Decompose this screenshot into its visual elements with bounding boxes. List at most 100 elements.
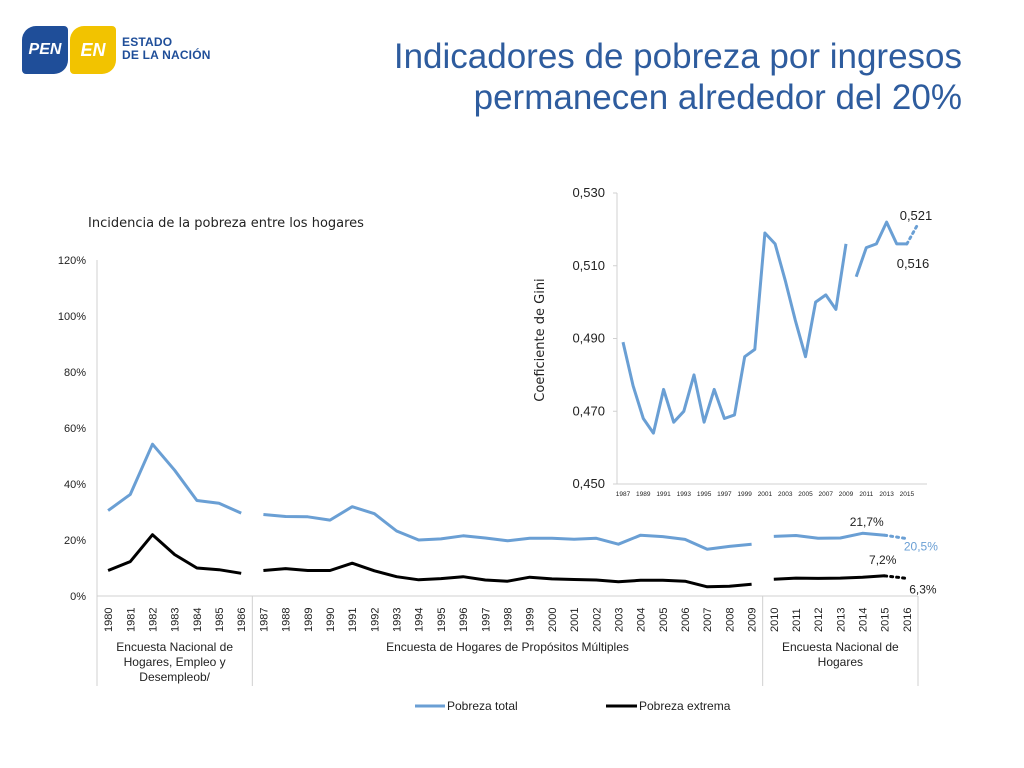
pobreza-extrema-line-segment [263,561,752,589]
pobreza-total-line-segment [107,442,242,515]
x-tick-label: 2000 [547,608,559,632]
gini-x-tick-label: 2003 [778,491,793,498]
slide-title: Indicadores de pobreza por ingresos perm… [312,36,962,118]
pobreza-extrema-2015-label: 7,2% [869,553,897,567]
gini-x-tick-label: 1987 [616,491,631,498]
gini-y-tick-label: 0,530 [572,185,605,200]
x-tick-label: 1988 [281,608,293,632]
x-tick-label: 1989 [303,608,315,632]
gini-x-tick-label: 1989 [636,491,651,498]
gini-x-tick-label: 2005 [798,491,813,498]
legend-pobreza-extrema-label: Pobreza extrema [639,699,731,713]
x-tick-label: 1985 [214,608,226,632]
y-tick-label: 100% [58,311,86,323]
gini-y-tick-label: 0,450 [572,476,605,491]
logo-line-2: DE LA NACIÓN [122,48,211,62]
y-tick-label: 0% [70,591,86,603]
x-tick-label: 2001 [569,608,581,632]
y-tick-label: 20% [64,535,86,547]
x-tick-label: 2005 [658,608,670,632]
gini-x-tick-label: 1991 [656,491,671,498]
pobreza-extrema-line-segment [773,574,885,581]
gini-line-segment [854,220,907,278]
x-tick-label: 1995 [436,608,448,632]
x-tick-label: 1994 [414,608,426,632]
gini-prev-value-label: 0,516 [897,256,930,271]
pobreza-total-2015-label: 21,7% [850,515,884,529]
survey-group-label: Encuesta de Hogares de Propósitos Múltip… [386,640,629,654]
pobreza-total-2016-label: 20,5% [904,540,938,554]
survey-group-label: Hogares [818,655,863,669]
poverty-chart-title: Incidencia de la pobreza entre los hogar… [88,216,364,231]
gini-x-tick-label: 2011 [859,491,873,498]
slide-title-line-1: Indicadores de pobreza por ingresos [393,37,962,76]
x-tick-label: 1992 [369,608,381,632]
x-tick-label: 2016 [902,608,914,632]
x-tick-label: 2008 [724,608,736,632]
x-tick-label: 2006 [680,608,692,632]
slide-title-line-2: permanecen alrededor del 20% [473,78,962,117]
estado-nacion-logo: PEN EN ESTADO DE LA NACIÓN [22,24,222,78]
x-tick-label: 2009 [747,608,759,632]
pobreza-extrema-projection-segment [883,574,909,580]
x-tick-label: 2013 [835,608,847,632]
en-logo-mark: EN [70,26,116,74]
gini-y-tick-label: 0,510 [572,258,605,273]
x-tick-label: 2014 [858,608,870,632]
survey-group-label: Hogares, Empleo y [124,655,226,669]
gini-projection-segment [905,224,919,246]
logo-wordmark: ESTADO DE LA NACIÓN [122,36,211,62]
x-tick-label: 1999 [525,608,537,632]
gini-last-value-label: 0,521 [900,208,933,223]
x-tick-label: 1980 [103,608,115,632]
y-tick-label: 40% [64,479,86,491]
legend-pobreza-total-label: Pobreza total [447,699,518,713]
y-tick-label: 120% [58,255,86,267]
x-tick-label: 2012 [813,608,825,632]
gini-y-tick-label: 0,470 [572,403,605,418]
x-tick-label: 1998 [503,608,515,632]
x-tick-label: 1993 [392,608,404,632]
x-tick-label: 1996 [458,608,470,632]
gini-x-tick-label: 2015 [900,491,915,498]
y-tick-label: 80% [64,367,86,379]
survey-group-label: Encuesta Nacional de [116,640,233,654]
gini-x-tick-label: 2013 [879,491,894,498]
x-tick-label: 1990 [325,608,337,632]
gini-x-tick-label: 1997 [717,491,732,498]
gini-x-tick-label: 2001 [758,491,773,498]
survey-group-label: Encuesta Nacional de [782,640,899,654]
x-tick-label: 2004 [636,608,648,632]
gini-x-tick-label: 1995 [697,491,712,498]
gini-x-tick-label: 2009 [839,491,854,498]
pobreza-total-line-segment [773,531,885,540]
gini-x-tick-label: 1993 [677,491,692,498]
x-tick-label: 1981 [125,608,137,632]
x-tick-label: 1982 [147,608,159,632]
gini-x-tick-label: 2007 [819,491,834,498]
pobreza-total-line-segment [263,505,752,551]
survey-group-label: Desempleob/ [139,670,210,684]
x-tick-label: 2015 [880,608,892,632]
gini-x-tick-label: 1999 [737,491,752,498]
pobreza-total-projection-segment [883,533,909,541]
x-tick-label: 2011 [791,608,803,632]
x-tick-label: 1983 [170,608,182,632]
x-tick-label: 2002 [591,608,603,632]
pobreza-extrema-line-segment [107,533,242,575]
gini-y-axis-title: Coeficiente de Gini [533,278,548,401]
pen-logo-mark: PEN [22,26,68,74]
x-tick-label: 1997 [480,608,492,632]
x-tick-label: 2003 [613,608,625,632]
x-tick-label: 1984 [192,608,204,632]
x-tick-label: 1991 [347,608,359,632]
y-tick-label: 60% [64,423,86,435]
pobreza-extrema-2016-label: 6,3% [909,582,937,596]
gini-y-tick-label: 0,490 [572,331,605,346]
x-tick-label: 2007 [702,608,714,632]
x-tick-label: 1987 [258,608,270,632]
x-tick-label: 1986 [236,608,248,632]
gini-line-segment [621,231,848,435]
x-tick-label: 2010 [769,608,781,632]
